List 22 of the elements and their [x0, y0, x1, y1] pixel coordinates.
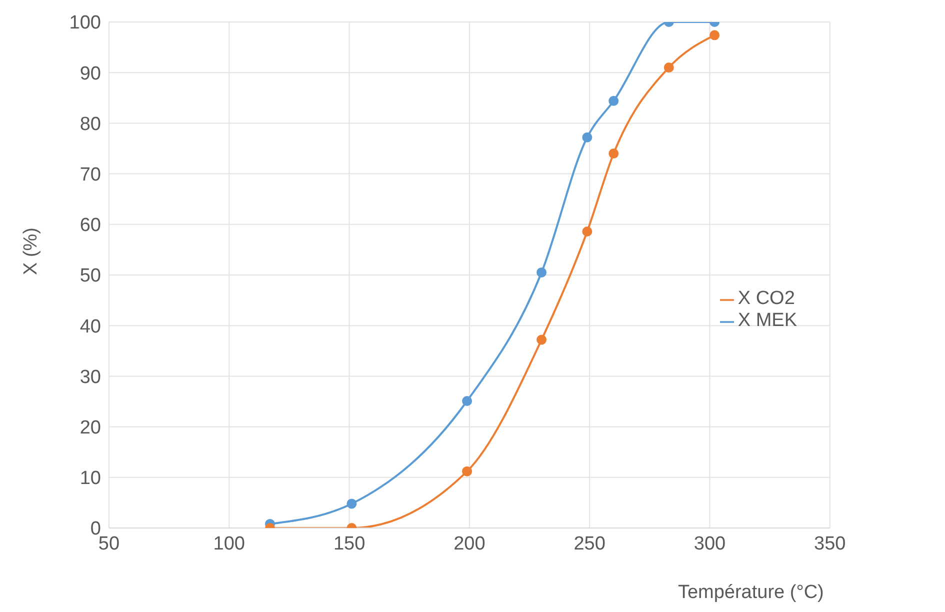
y-tick-label: 20 — [80, 418, 101, 439]
y-tick-label: 10 — [80, 468, 101, 490]
x-tick-label: 50 — [98, 533, 120, 554]
y-tick-label: 50 — [80, 266, 101, 287]
y-tick-label: 40 — [80, 316, 101, 338]
x-tick-label: 150 — [333, 533, 366, 554]
x-tick-label: 200 — [454, 533, 486, 554]
x-tick-label: 300 — [694, 533, 726, 554]
x-tick-label: 100 — [213, 533, 245, 554]
y-tick-label: 30 — [80, 366, 101, 388]
y-axis-title: X (%) — [20, 228, 42, 275]
y-tick-label: 80 — [80, 114, 101, 135]
y-tick-label: 100 — [69, 12, 101, 34]
legend-label: X MEK — [738, 310, 797, 331]
y-tick-label: 90 — [80, 63, 101, 84]
y-tick-label: 70 — [80, 164, 101, 186]
x-axis-title: Température (°C) — [678, 582, 824, 603]
x-tick-label: 250 — [574, 533, 606, 554]
y-tick-label: 0 — [90, 518, 101, 540]
y-tick-label: 60 — [80, 215, 101, 236]
x-tick-label: 350 — [814, 533, 846, 554]
legend-label: X CO2 — [738, 288, 795, 309]
